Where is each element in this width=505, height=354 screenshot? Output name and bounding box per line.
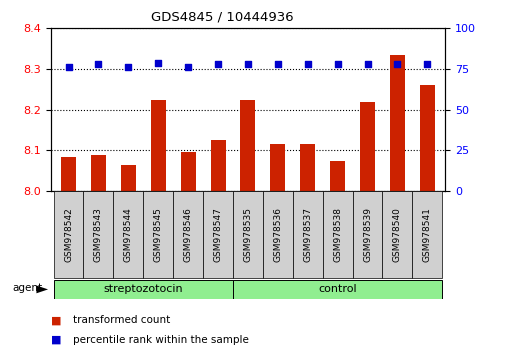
- Bar: [61, 156, 76, 191]
- Bar: [330, 161, 344, 191]
- Bar: [210, 140, 225, 191]
- Bar: [382, 191, 412, 278]
- Bar: [299, 144, 315, 191]
- Bar: [150, 99, 166, 191]
- Point: [64, 64, 72, 70]
- Point: [333, 61, 341, 67]
- Text: ■: ■: [50, 315, 61, 325]
- Bar: [121, 165, 135, 191]
- Bar: [173, 191, 203, 278]
- Bar: [412, 191, 441, 278]
- Point: [184, 64, 192, 70]
- Text: GSM978539: GSM978539: [362, 207, 371, 262]
- Bar: [54, 191, 83, 278]
- Point: [214, 61, 222, 67]
- Text: GSM978541: GSM978541: [422, 207, 431, 262]
- Text: GSM978535: GSM978535: [243, 207, 252, 262]
- Bar: [360, 102, 374, 191]
- Text: GSM978547: GSM978547: [213, 207, 222, 262]
- Bar: [352, 191, 382, 278]
- Text: control: control: [318, 284, 356, 295]
- Bar: [322, 191, 352, 278]
- Bar: [389, 55, 404, 191]
- Bar: [240, 99, 255, 191]
- Point: [124, 64, 132, 70]
- Text: transformed count: transformed count: [73, 315, 170, 325]
- Text: percentile rank within the sample: percentile rank within the sample: [73, 335, 249, 345]
- Point: [392, 61, 400, 67]
- Bar: [91, 155, 106, 191]
- Text: GSM978536: GSM978536: [273, 207, 282, 262]
- Bar: [143, 191, 173, 278]
- Text: GSM978546: GSM978546: [183, 207, 192, 262]
- Bar: [203, 191, 232, 278]
- Text: GSM978545: GSM978545: [154, 207, 163, 262]
- Bar: [419, 85, 434, 191]
- Bar: [292, 191, 322, 278]
- Point: [423, 61, 431, 67]
- Bar: [270, 144, 285, 191]
- Bar: [113, 191, 143, 278]
- Bar: [54, 280, 232, 299]
- Text: GSM978538: GSM978538: [332, 207, 341, 262]
- Point: [243, 61, 251, 67]
- Text: GDS4845 / 10444936: GDS4845 / 10444936: [151, 11, 293, 24]
- Bar: [180, 153, 195, 191]
- Text: GSM978537: GSM978537: [302, 207, 312, 262]
- Polygon shape: [36, 285, 48, 293]
- Point: [94, 61, 103, 67]
- Text: GSM978542: GSM978542: [64, 207, 73, 262]
- Bar: [263, 191, 292, 278]
- Point: [273, 61, 281, 67]
- Text: agent: agent: [13, 284, 43, 293]
- Text: ■: ■: [50, 335, 61, 345]
- Text: GSM978543: GSM978543: [94, 207, 103, 262]
- Point: [303, 61, 311, 67]
- Bar: [232, 191, 263, 278]
- Point: [154, 60, 162, 65]
- Text: streptozotocin: streptozotocin: [104, 284, 183, 295]
- Point: [363, 61, 371, 67]
- Text: GSM978540: GSM978540: [392, 207, 401, 262]
- Bar: [232, 280, 441, 299]
- Text: GSM978544: GSM978544: [124, 207, 133, 262]
- Bar: [83, 191, 113, 278]
